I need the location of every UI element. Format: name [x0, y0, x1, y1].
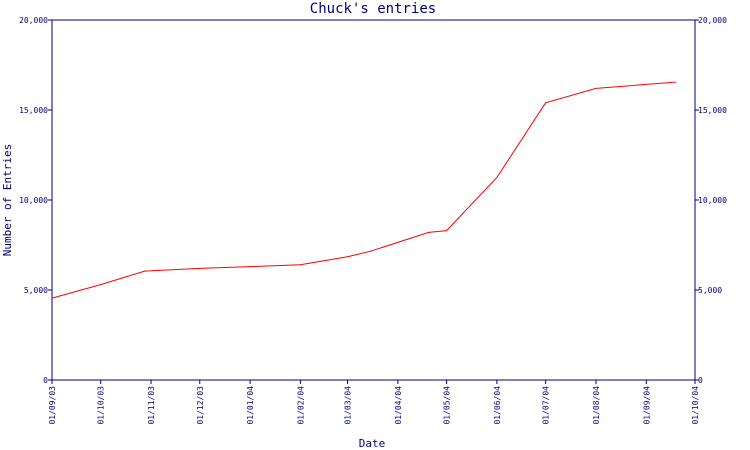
data-point: [545, 102, 547, 104]
y-tick-label-right: 10,000: [698, 196, 727, 205]
data-point: [496, 177, 498, 178]
x-axis: 01/09/03 01/10/03 01/11/03 01/12/03 01/01/04…: [48, 380, 700, 425]
y-tick-label-left: 20,000: [19, 16, 48, 25]
data-point: [675, 81, 677, 83]
x-axis-label: Date: [359, 437, 386, 450]
x-tick-label: 01/11/03: [147, 386, 156, 425]
data-point: [249, 266, 251, 268]
y-tick-label-left: 15,000: [19, 106, 48, 115]
series-line: [51, 81, 676, 299]
x-tick-label: 01/01/04: [246, 386, 255, 425]
x-tick-label: 01/05/04: [443, 386, 452, 425]
data-point: [144, 270, 146, 272]
y-tick-label-right: 5,000: [698, 286, 722, 295]
plot-frame: [51, 19, 696, 381]
chart-title: Chuck's entries: [310, 1, 436, 17]
data-point: [199, 267, 201, 269]
y-tick-label-left: 10,000: [19, 196, 48, 205]
x-tick-label: 01/10/04: [691, 386, 700, 425]
y-axis-left: 0 5,000 10,000 15,000 20,000: [19, 16, 52, 385]
x-tick-label: 01/12/03: [196, 386, 205, 425]
y-tick-label-left: 0: [43, 376, 48, 385]
x-tick-label: 01/09/03: [48, 386, 57, 425]
data-point: [446, 230, 448, 232]
data-point: [347, 256, 349, 258]
x-tick-label: 01/06/04: [493, 386, 502, 425]
data-point: [595, 87, 597, 89]
x-tick-label: 01/02/04: [296, 386, 305, 425]
x-tick-label: 01/08/04: [592, 386, 601, 425]
data-point: [100, 284, 102, 286]
x-tick-label: 01/09/04: [642, 386, 651, 425]
data-point: [299, 264, 301, 266]
y-tick-label-right: 20,000: [698, 16, 727, 25]
x-tick-label: 01/10/03: [97, 386, 106, 425]
data-point: [51, 297, 53, 299]
y-tick-label-left: 5,000: [24, 286, 48, 295]
data-point: [428, 231, 430, 233]
data-point: [369, 250, 371, 252]
x-tick-label: 01/03/04: [344, 386, 353, 425]
y-tick-label-right: 15,000: [698, 106, 727, 115]
series-layer: [51, 81, 677, 299]
y-axis-right: 0 5,000 10,000 15,000 20,000: [695, 16, 727, 385]
y-tick-label-right: 0: [698, 376, 703, 385]
x-tick-label: 01/07/04: [542, 386, 551, 425]
x-tick-label: 01/04/04: [394, 386, 403, 425]
y-axis-label: Number of Entries: [1, 144, 14, 257]
